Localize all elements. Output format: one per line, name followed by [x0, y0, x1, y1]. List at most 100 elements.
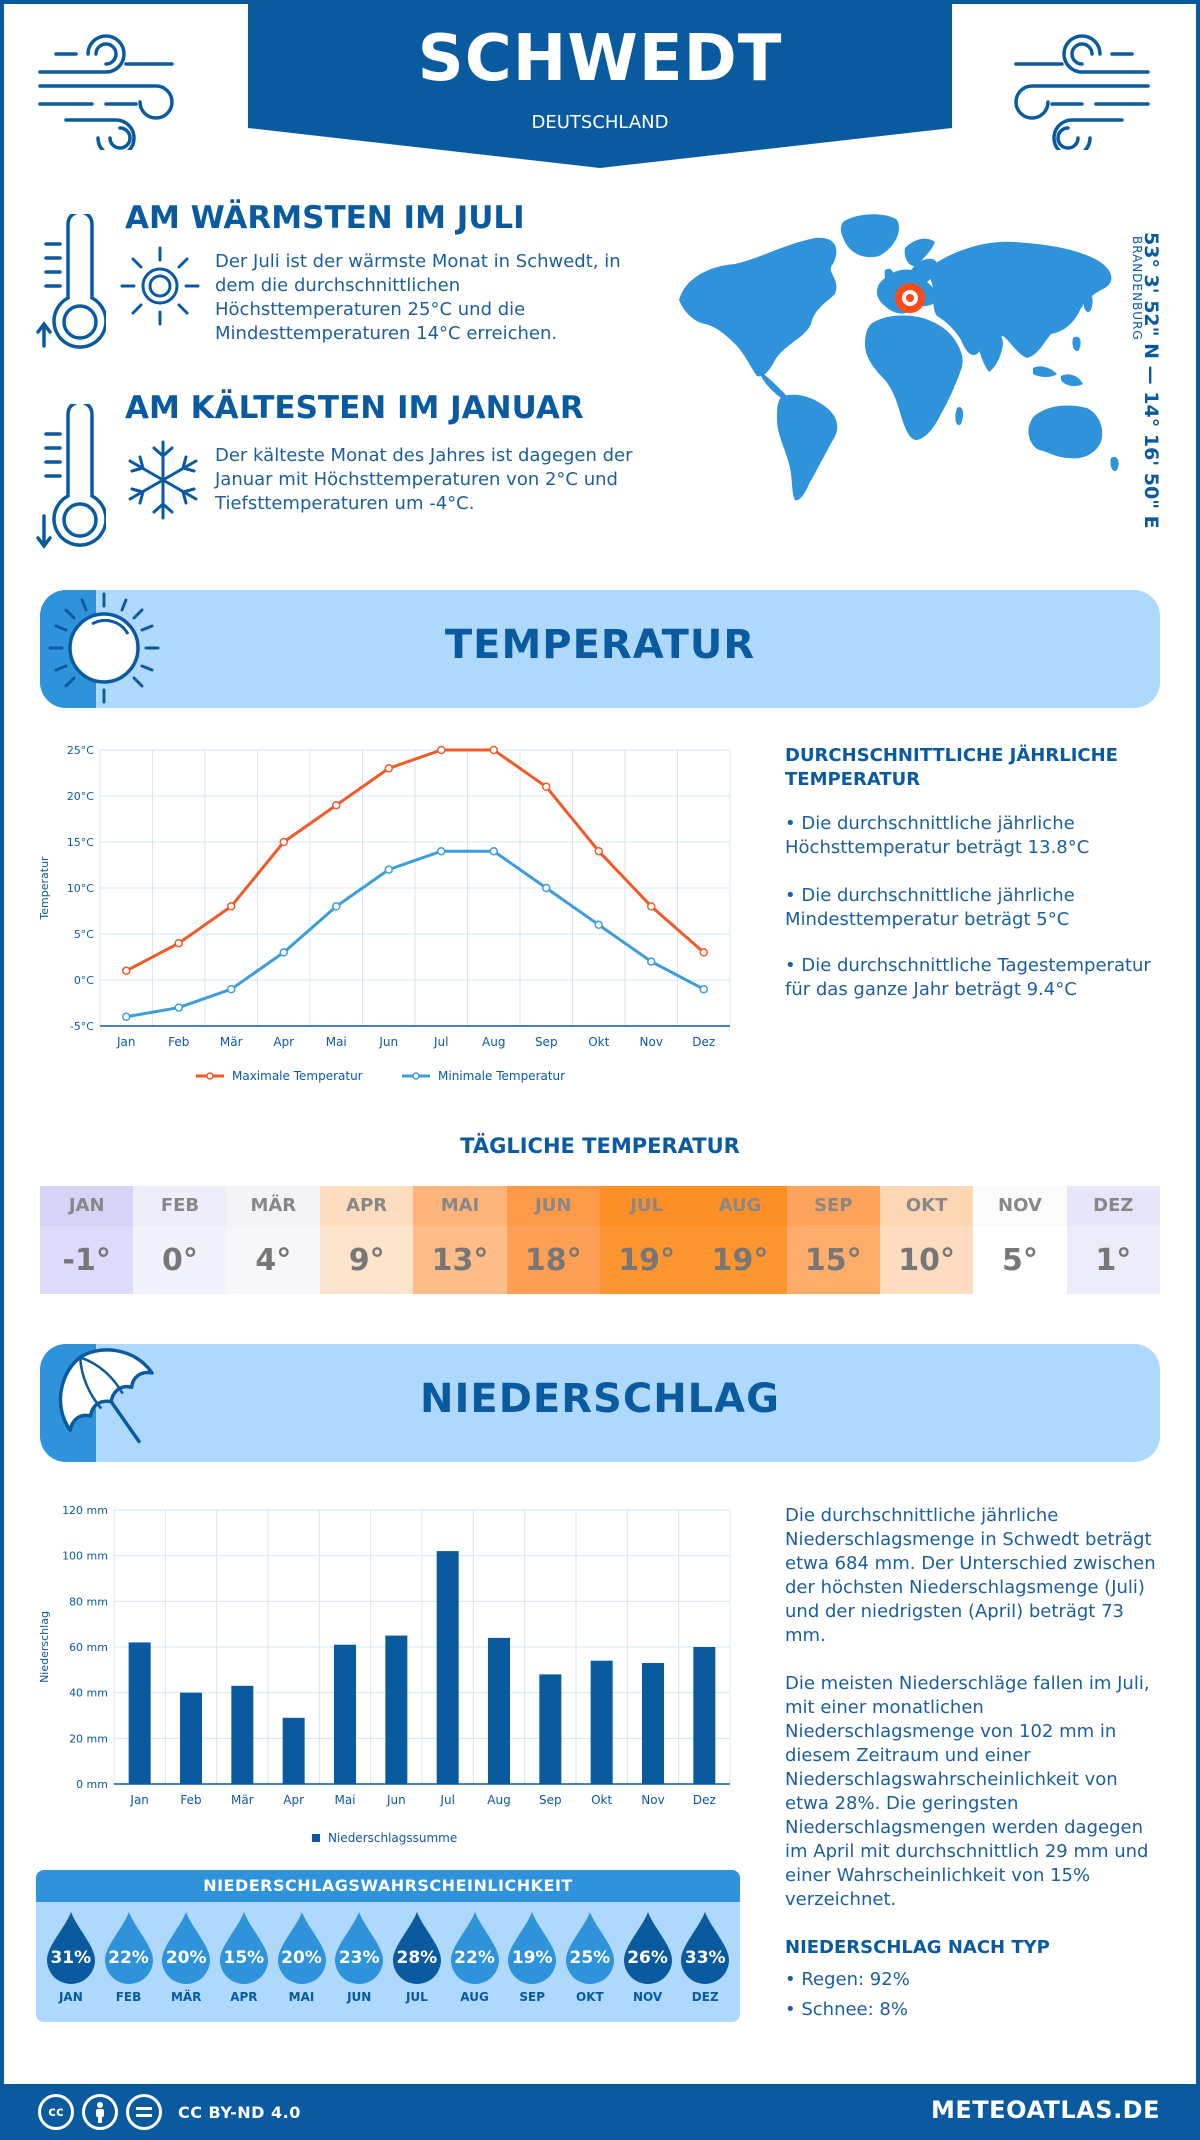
precip-paragraph-2: Die meisten Niederschläge fallen im Juli… [785, 1673, 1150, 1910]
legend-label: Maximale Temperatur [232, 1069, 363, 1083]
no-derivatives-icon [126, 2094, 162, 2130]
bar [590, 1660, 613, 1784]
daily-month: MAI [413, 1186, 507, 1226]
daily-temperature-title: TÄGLICHE TEMPERATUR [460, 1134, 740, 1158]
legend-label: Minimale Temperatur [438, 1069, 565, 1083]
bar [642, 1662, 664, 1784]
x-tick-label: Dez [693, 1793, 716, 1807]
data-point [489, 745, 498, 755]
data-point [227, 902, 236, 911]
data-point [594, 920, 603, 930]
bar [231, 1685, 254, 1784]
probability-item: 22% AUG [446, 1910, 504, 2004]
banner-background [40, 590, 1160, 708]
snowflake-icon [128, 440, 198, 520]
region-name: BRANDENBURG [1130, 236, 1144, 341]
daily-month: DEZ [1066, 1186, 1160, 1226]
probability-title: NIEDERSCHLAGSWAHRSCHEINLICHKEIT [36, 1870, 740, 1902]
probability-item: 31% JAN [42, 1910, 100, 2004]
y-tick-label: 100 mm [62, 1550, 108, 1563]
probability-month: DEZ [691, 1990, 719, 2004]
rain-share: • Regen: 92% [785, 1969, 910, 1990]
daily-cell: JUL 19° [599, 1186, 694, 1294]
probability-value: 23% [338, 1948, 380, 1968]
data-point [437, 745, 446, 755]
raindrop-icon: 26% [622, 1910, 674, 1984]
raindrop-icon: 33% [679, 1910, 731, 1984]
legend-marker [206, 1072, 214, 1080]
probability-value: 20% [281, 1948, 322, 1968]
data-point [437, 846, 446, 856]
probability-item: 25% OKT [561, 1910, 619, 2004]
data-point [489, 846, 498, 856]
daily-month: JUN [506, 1186, 600, 1226]
temperature-banner: TEMPERATUR [40, 590, 1160, 708]
bar [385, 1635, 408, 1784]
probability-month: JUN [347, 1990, 372, 2004]
probability-item: 15% APR [215, 1910, 273, 2004]
data-point [384, 764, 393, 773]
y-tick-label: 80 mm [69, 1595, 108, 1608]
banner-background [40, 1344, 1160, 1462]
y-tick-label: 40 mm [69, 1687, 108, 1700]
daily-value: 10° [879, 1226, 974, 1294]
data-point [332, 902, 341, 911]
data-point [122, 966, 131, 976]
daily-cell: APR 9° [319, 1186, 414, 1294]
precip-paragraph-1: Die durchschnittliche jährliche Niedersc… [785, 1505, 1156, 1646]
x-tick-label: Sep [539, 1793, 562, 1807]
thermometer-cold-icon [36, 404, 106, 549]
y-tick-label: 0 mm [76, 1778, 108, 1791]
raindrop-icon: 19% [506, 1910, 558, 1984]
daily-value: 9° [319, 1226, 414, 1294]
license-badge[interactable]: cc CC BY-ND 4.0 [38, 2094, 301, 2130]
probability-month: MÄR [170, 1990, 202, 2004]
probability-item: 28% JUL [388, 1910, 446, 2004]
daily-cell: OKT 10° [879, 1186, 974, 1294]
y-axis-label: Niederschlag [38, 1611, 51, 1683]
x-tick-label: Jun [378, 1035, 398, 1049]
daily-value: 4° [226, 1226, 320, 1294]
daily-month: AUG [693, 1186, 787, 1226]
y-axis-label: Temperatur [38, 856, 51, 921]
probability-month: NOV [632, 1990, 663, 2004]
x-tick-label: Mai [334, 1793, 355, 1807]
cold-text: Der kälteste Monat des Jahres ist dagege… [215, 445, 633, 514]
daily-cell: MAI 13° [413, 1186, 507, 1294]
data-point [384, 865, 393, 874]
bar [180, 1692, 202, 1784]
world-map [679, 214, 1119, 501]
temperature-line-chart: 25°C 20°C 15°C 10°C 5°C 0°C -5°C Jan Feb Mär Apr Ma… [38, 744, 731, 1083]
brand-link[interactable]: METEOATLAS.DE [931, 2096, 1160, 2124]
sun-icon [48, 592, 160, 704]
data-point [122, 1012, 131, 1022]
bar [693, 1647, 716, 1784]
raindrop-icon: 20% [160, 1910, 212, 1984]
x-tick-label: Dez [692, 1035, 715, 1049]
daily-value: 1° [1066, 1226, 1160, 1294]
probability-item: 20% MÄR [157, 1910, 215, 2004]
bar [488, 1637, 510, 1784]
data-point [279, 948, 288, 957]
probability-value: 19% [511, 1948, 553, 1968]
probability-item: 23% JUN [330, 1910, 388, 2004]
precipitation-probability-panel: NIEDERSCHLAGSWAHRSCHEINLICHKEIT 31% JAN 22… [36, 1870, 740, 2022]
thermometer-warm-icon [36, 214, 106, 349]
x-tick-label: Jul [433, 1035, 448, 1049]
x-tick-label: Mai [326, 1035, 347, 1049]
probability-month: AUG [460, 1990, 489, 2004]
probability-value: 26% [627, 1948, 668, 1968]
license-text: CC BY-ND 4.0 [178, 2102, 301, 2122]
daily-value: 0° [133, 1226, 227, 1294]
daily-month: JAN [40, 1186, 134, 1226]
daily-month: APR [319, 1186, 414, 1226]
probability-value: 33% [684, 1948, 726, 1968]
precipitation-section-title: NIEDERSCHLAG [420, 1376, 780, 1422]
daily-month: NOV [973, 1186, 1067, 1226]
bar [128, 1642, 151, 1784]
annual-mean-bullet: • Die durchschnittliche Tagestemperatur … [785, 955, 1151, 1000]
probability-item: 19% SEP [503, 1910, 561, 2004]
daily-month: FEB [133, 1186, 227, 1226]
x-tick-label: Apr [283, 1793, 304, 1807]
cold-title: AM KÄLTESTEN IM JANUAR [125, 390, 584, 426]
